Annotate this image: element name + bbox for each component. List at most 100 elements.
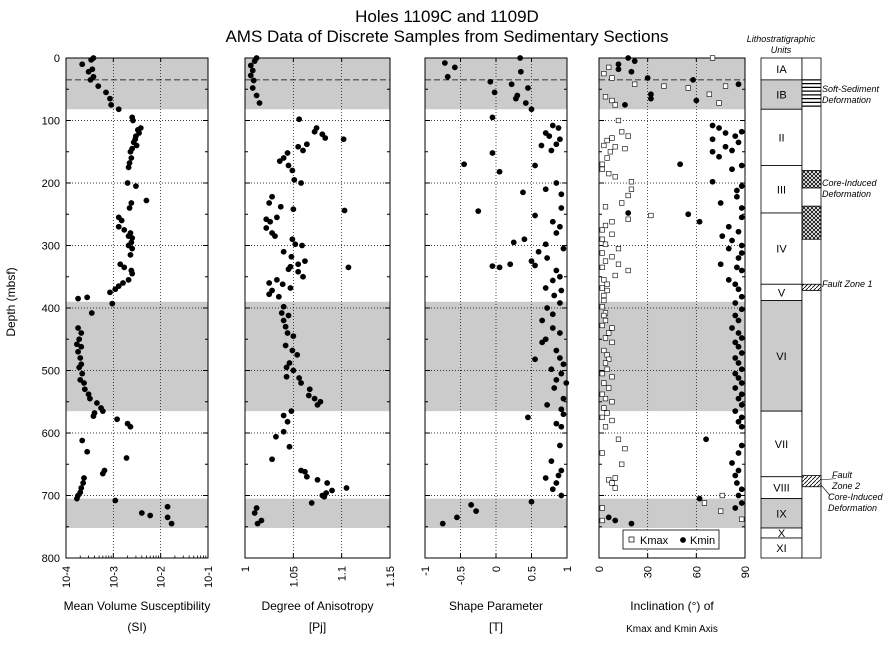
data-point (99, 470, 106, 477)
data-point-kmax (601, 71, 607, 77)
data-point-kmin (677, 161, 684, 168)
data-point-kmin (738, 306, 745, 313)
data-point (560, 411, 567, 418)
data-point-kmax (599, 322, 605, 329)
data-point (290, 367, 297, 374)
data-point (487, 78, 494, 85)
data-point (84, 448, 91, 455)
data-point-kmax (619, 129, 625, 135)
data-point (558, 370, 565, 377)
data-point-kmax (602, 241, 609, 247)
data-point (306, 386, 313, 393)
data-point-kmin (738, 293, 745, 300)
x-axis-unit: (SI) (127, 620, 146, 634)
shaded-interval (66, 498, 208, 528)
data-point (491, 89, 498, 96)
data-point (254, 520, 261, 527)
data-point (558, 191, 565, 198)
data-point-kmin (628, 68, 635, 75)
chart-title-line-1: Holes 1109C and 1109D (355, 7, 539, 26)
data-point (121, 264, 128, 271)
y-tick-label: 700 (42, 491, 60, 503)
data-point (76, 336, 83, 343)
legend-label-kmax: Kmax (640, 535, 669, 547)
data-point-kmax (609, 254, 615, 260)
data-point (127, 251, 134, 258)
data-point (439, 520, 446, 527)
data-point-kmin (738, 486, 745, 493)
data-point-kmin (709, 148, 716, 155)
data-point (78, 485, 85, 491)
legend-box (622, 529, 720, 550)
data-point (560, 245, 567, 252)
data-point-kmin (631, 58, 638, 65)
data-point-kmax (625, 192, 631, 199)
data-point (553, 480, 560, 486)
data-point (314, 476, 321, 483)
data-point-kmax (739, 516, 745, 522)
data-point-kmin (729, 166, 735, 173)
x-tick-label: 1 (562, 566, 574, 572)
data-point (305, 392, 312, 399)
data-point (127, 423, 134, 430)
data-point (544, 305, 551, 311)
data-point (103, 89, 109, 96)
data-point-kmin (738, 183, 745, 190)
data-point (168, 520, 175, 527)
data-point (557, 442, 563, 449)
legend-label-kmin: Kmin (690, 535, 715, 547)
data-point (512, 95, 519, 102)
litho-unit (760, 108, 803, 166)
data-point (129, 245, 136, 252)
data-point (521, 236, 528, 243)
data-point-kmax (609, 97, 615, 104)
data-point (147, 512, 154, 519)
data-point-kmin (735, 375, 742, 381)
data-point (115, 106, 122, 113)
data-point (250, 77, 257, 84)
data-point (276, 158, 283, 165)
data-point-kmin (732, 370, 739, 377)
data-point-kmax (599, 236, 605, 242)
x-tick-label: 1.15 (385, 566, 397, 587)
data-point-kmin (738, 214, 745, 221)
data-point (451, 64, 458, 71)
x-tick-label: 0.5 (527, 566, 539, 581)
data-point (489, 263, 496, 270)
data-point (311, 128, 318, 135)
data-point-kmin (716, 125, 722, 131)
data-point (284, 330, 291, 336)
data-point (549, 311, 556, 318)
data-point (525, 85, 531, 91)
data-point-kmax (601, 142, 607, 149)
data-point-kmin (735, 395, 742, 402)
data-point (553, 180, 560, 186)
data-point-kmin (732, 339, 739, 346)
data-point-kmax (604, 155, 610, 161)
data-point-kmax (602, 222, 609, 229)
data-point-kmax (612, 174, 618, 180)
data-point (343, 485, 350, 491)
data-point-kmax (628, 179, 635, 185)
data-point-kmax (599, 285, 605, 291)
data-point (274, 276, 280, 283)
data-point-kmax (609, 399, 615, 405)
data-point (507, 261, 514, 268)
data-point-kmax (612, 144, 618, 150)
data-point-kmax (615, 261, 622, 267)
data-point-kmin (732, 133, 739, 140)
data-point (303, 473, 310, 480)
data-point-kmin (735, 418, 742, 425)
litho-unit-label: XI (776, 543, 786, 555)
data-point (275, 293, 282, 300)
data-point-kmax (606, 64, 612, 70)
x-tick-label: 1.05 (288, 566, 300, 587)
data-point-kmin (644, 75, 651, 81)
data-point (549, 486, 556, 493)
data-point (267, 218, 274, 225)
data-point-kmin (709, 178, 716, 185)
data-point-kmin (733, 187, 740, 194)
data-point (555, 125, 562, 131)
data-point-kmin (733, 264, 740, 271)
data-point (544, 401, 551, 408)
